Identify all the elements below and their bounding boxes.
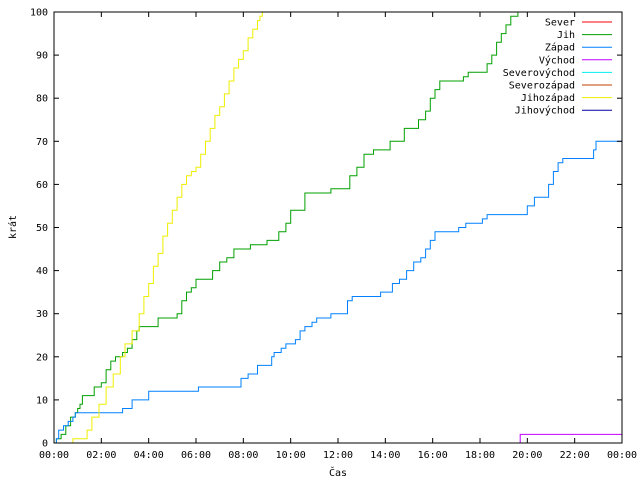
- y-tick-label: 70: [36, 137, 48, 148]
- x-tick-label: 04:00: [134, 450, 164, 461]
- x-tick-label: 18:00: [465, 450, 495, 461]
- y-tick-label: 90: [36, 51, 48, 62]
- x-tick-label: 08:00: [228, 450, 258, 461]
- legend-label-jihovychod: Jihovýchod: [515, 105, 575, 117]
- x-axis-ticks: 00:00 02:00 04:00 06:00 08:00 10:00 12:00 14:00…: [39, 12, 637, 461]
- y-axis-label: krát: [7, 215, 19, 239]
- x-tick-label: 00:00: [39, 450, 69, 461]
- legend-label-zapad: Západ: [545, 42, 575, 54]
- y-tick-label: 10: [36, 395, 48, 406]
- y-tick-label: 50: [36, 223, 48, 234]
- x-tick-label: 06:00: [181, 450, 211, 461]
- y-tick-label: 20: [36, 352, 48, 363]
- x-tick-label: 16:00: [418, 450, 448, 461]
- y-axis-ticks: 0 10 20 30 40 50 60 70 80 90 100: [30, 8, 622, 450]
- y-tick-label: 80: [36, 94, 48, 105]
- legend: SeverJihZápadVýchodSeverovýchodSeverozáp…: [503, 18, 612, 117]
- x-tick-label: 22:00: [560, 450, 590, 461]
- y-tick-label: 60: [36, 180, 48, 191]
- x-tick-label: 20:00: [512, 450, 542, 461]
- series-line-jihozapad: [54, 12, 263, 444]
- legend-label-sever: Sever: [545, 18, 575, 29]
- y-tick-label: 100: [30, 8, 48, 19]
- legend-label-jih: Jih: [557, 30, 575, 41]
- y-tick-label: 40: [36, 266, 48, 277]
- legend-label-vychod: Východ: [539, 54, 575, 66]
- y-tick-label: 0: [42, 439, 48, 450]
- legend-label-severovychod: Severovýchod: [503, 67, 575, 79]
- x-tick-label: 00:00: [607, 450, 637, 461]
- x-axis-label: Čas: [329, 466, 347, 479]
- x-tick-label: 12:00: [323, 450, 353, 461]
- legend-label-jihozapad: Jihozápad: [521, 92, 575, 104]
- y-tick-label: 30: [36, 309, 48, 320]
- series-line-zapad: [54, 140, 622, 444]
- x-tick-label: 14:00: [370, 450, 400, 461]
- x-tick-label: 10:00: [276, 450, 306, 461]
- series-line-jih: [54, 11, 525, 444]
- x-tick-label: 02:00: [86, 450, 116, 461]
- legend-label-severozapad: Severozápad: [509, 80, 575, 92]
